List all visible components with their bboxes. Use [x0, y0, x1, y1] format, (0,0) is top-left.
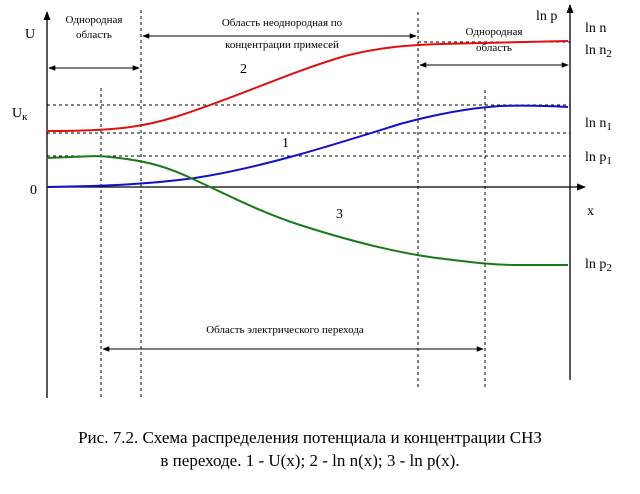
middle-region-label-2: концентрации примесей	[225, 39, 339, 51]
right-region-label-2: область	[476, 42, 512, 54]
ln-p1-label: ln p1	[585, 150, 612, 167]
ln-n-label: ln n	[585, 21, 606, 36]
left-region-label-1: Однородная	[66, 14, 123, 26]
uk-label: Uк	[12, 106, 28, 123]
caption-line-1: Рис. 7.2. Схема распределения потенциала…	[78, 428, 542, 447]
ln-n1-label: ln n1	[585, 116, 612, 133]
ln-p-curve	[46, 155, 568, 266]
potential-curve	[46, 104, 569, 188]
ln-n2-label: ln n2	[585, 43, 612, 60]
lnp-axis-label: ln p	[536, 9, 557, 24]
ln-n-curve	[46, 40, 569, 132]
curve-2-number: 2	[240, 62, 247, 77]
zero-label: 0	[30, 183, 37, 198]
caption-line-2: в переходе. 1 - U(x); 2 - ln n(x); 3 - l…	[160, 451, 459, 470]
uk-main: U	[12, 106, 22, 121]
transition-region-label: Область электрического перехода	[206, 324, 364, 336]
ln-p2-label: ln p2	[585, 257, 612, 274]
left-region-label-2: область	[76, 29, 112, 41]
uk-sub: к	[22, 111, 28, 123]
x-axis-label: x	[587, 204, 594, 219]
u-axis-label: U	[25, 27, 35, 42]
curve-3-number: 3	[336, 207, 343, 222]
middle-region-label-1: Область неоднородная по	[222, 17, 343, 29]
curve-1-number: 1	[282, 136, 289, 151]
right-region-label-1: Однородная	[466, 26, 523, 38]
